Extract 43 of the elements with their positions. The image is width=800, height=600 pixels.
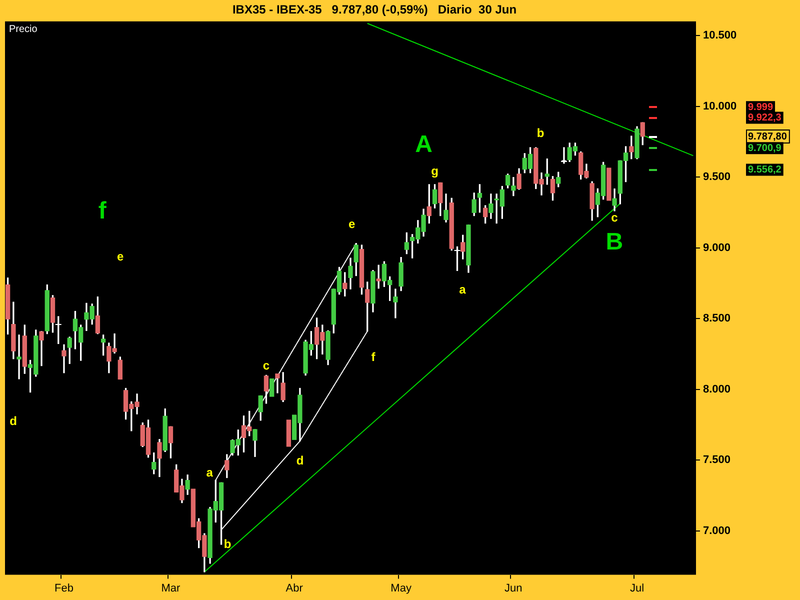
candlestick bbox=[270, 378, 274, 397]
x-tick-label: Mar bbox=[161, 582, 181, 594]
x-tick-label: May bbox=[390, 582, 412, 594]
chart-title: IBX35 - IBEX-35 9.787,80 (-0,59%) Diario 30 Jun bbox=[232, 2, 517, 17]
y-tick-label: 7.000 bbox=[703, 524, 731, 537]
x-tick-label: Jun bbox=[504, 582, 522, 594]
y-tick-label: 10.500 bbox=[703, 30, 737, 42]
annotation: f bbox=[98, 197, 108, 224]
annotation: a bbox=[206, 465, 214, 480]
candlestick bbox=[16, 334, 22, 380]
text: 9.787,80 bbox=[748, 131, 788, 142]
y-tick-label: 8.000 bbox=[703, 383, 731, 396]
annotation: c bbox=[262, 358, 270, 372]
annotation: A bbox=[415, 130, 432, 158]
annotation: f bbox=[371, 350, 376, 364]
annotation: e bbox=[117, 249, 124, 264]
annotation: e bbox=[348, 216, 356, 231]
annotation: a bbox=[459, 282, 466, 297]
text: 9.556,2 bbox=[748, 164, 782, 176]
candlestick bbox=[62, 344, 66, 374]
annotation: d bbox=[10, 414, 17, 428]
y-axis-title: Precio bbox=[9, 24, 38, 36]
x-tick-label: Feb bbox=[54, 582, 74, 594]
y-tick-label: 10.000 bbox=[703, 100, 737, 112]
annotation: b bbox=[224, 537, 232, 552]
annotation: d bbox=[296, 454, 304, 468]
text: 9.999 bbox=[748, 102, 774, 113]
candlestick bbox=[606, 168, 612, 201]
annotation: g bbox=[431, 164, 438, 178]
candlestick bbox=[286, 420, 292, 447]
y-tick-label: 7.500 bbox=[703, 454, 731, 466]
candlestick bbox=[393, 288, 398, 318]
y-tick-label: 8.500 bbox=[703, 312, 731, 325]
y-tick-label: 9.000 bbox=[703, 242, 731, 254]
x-tick-label: Jul bbox=[630, 582, 644, 594]
text: 9.700,9 bbox=[748, 142, 782, 154]
x-tick-label: Abr bbox=[286, 582, 304, 594]
annotation: b bbox=[536, 126, 544, 140]
candlestick bbox=[275, 373, 280, 394]
annotation: B bbox=[606, 228, 624, 256]
text: 9.922,3 bbox=[748, 112, 782, 124]
annotation: c bbox=[611, 210, 618, 225]
y-tick-label: 9.500 bbox=[703, 171, 731, 184]
